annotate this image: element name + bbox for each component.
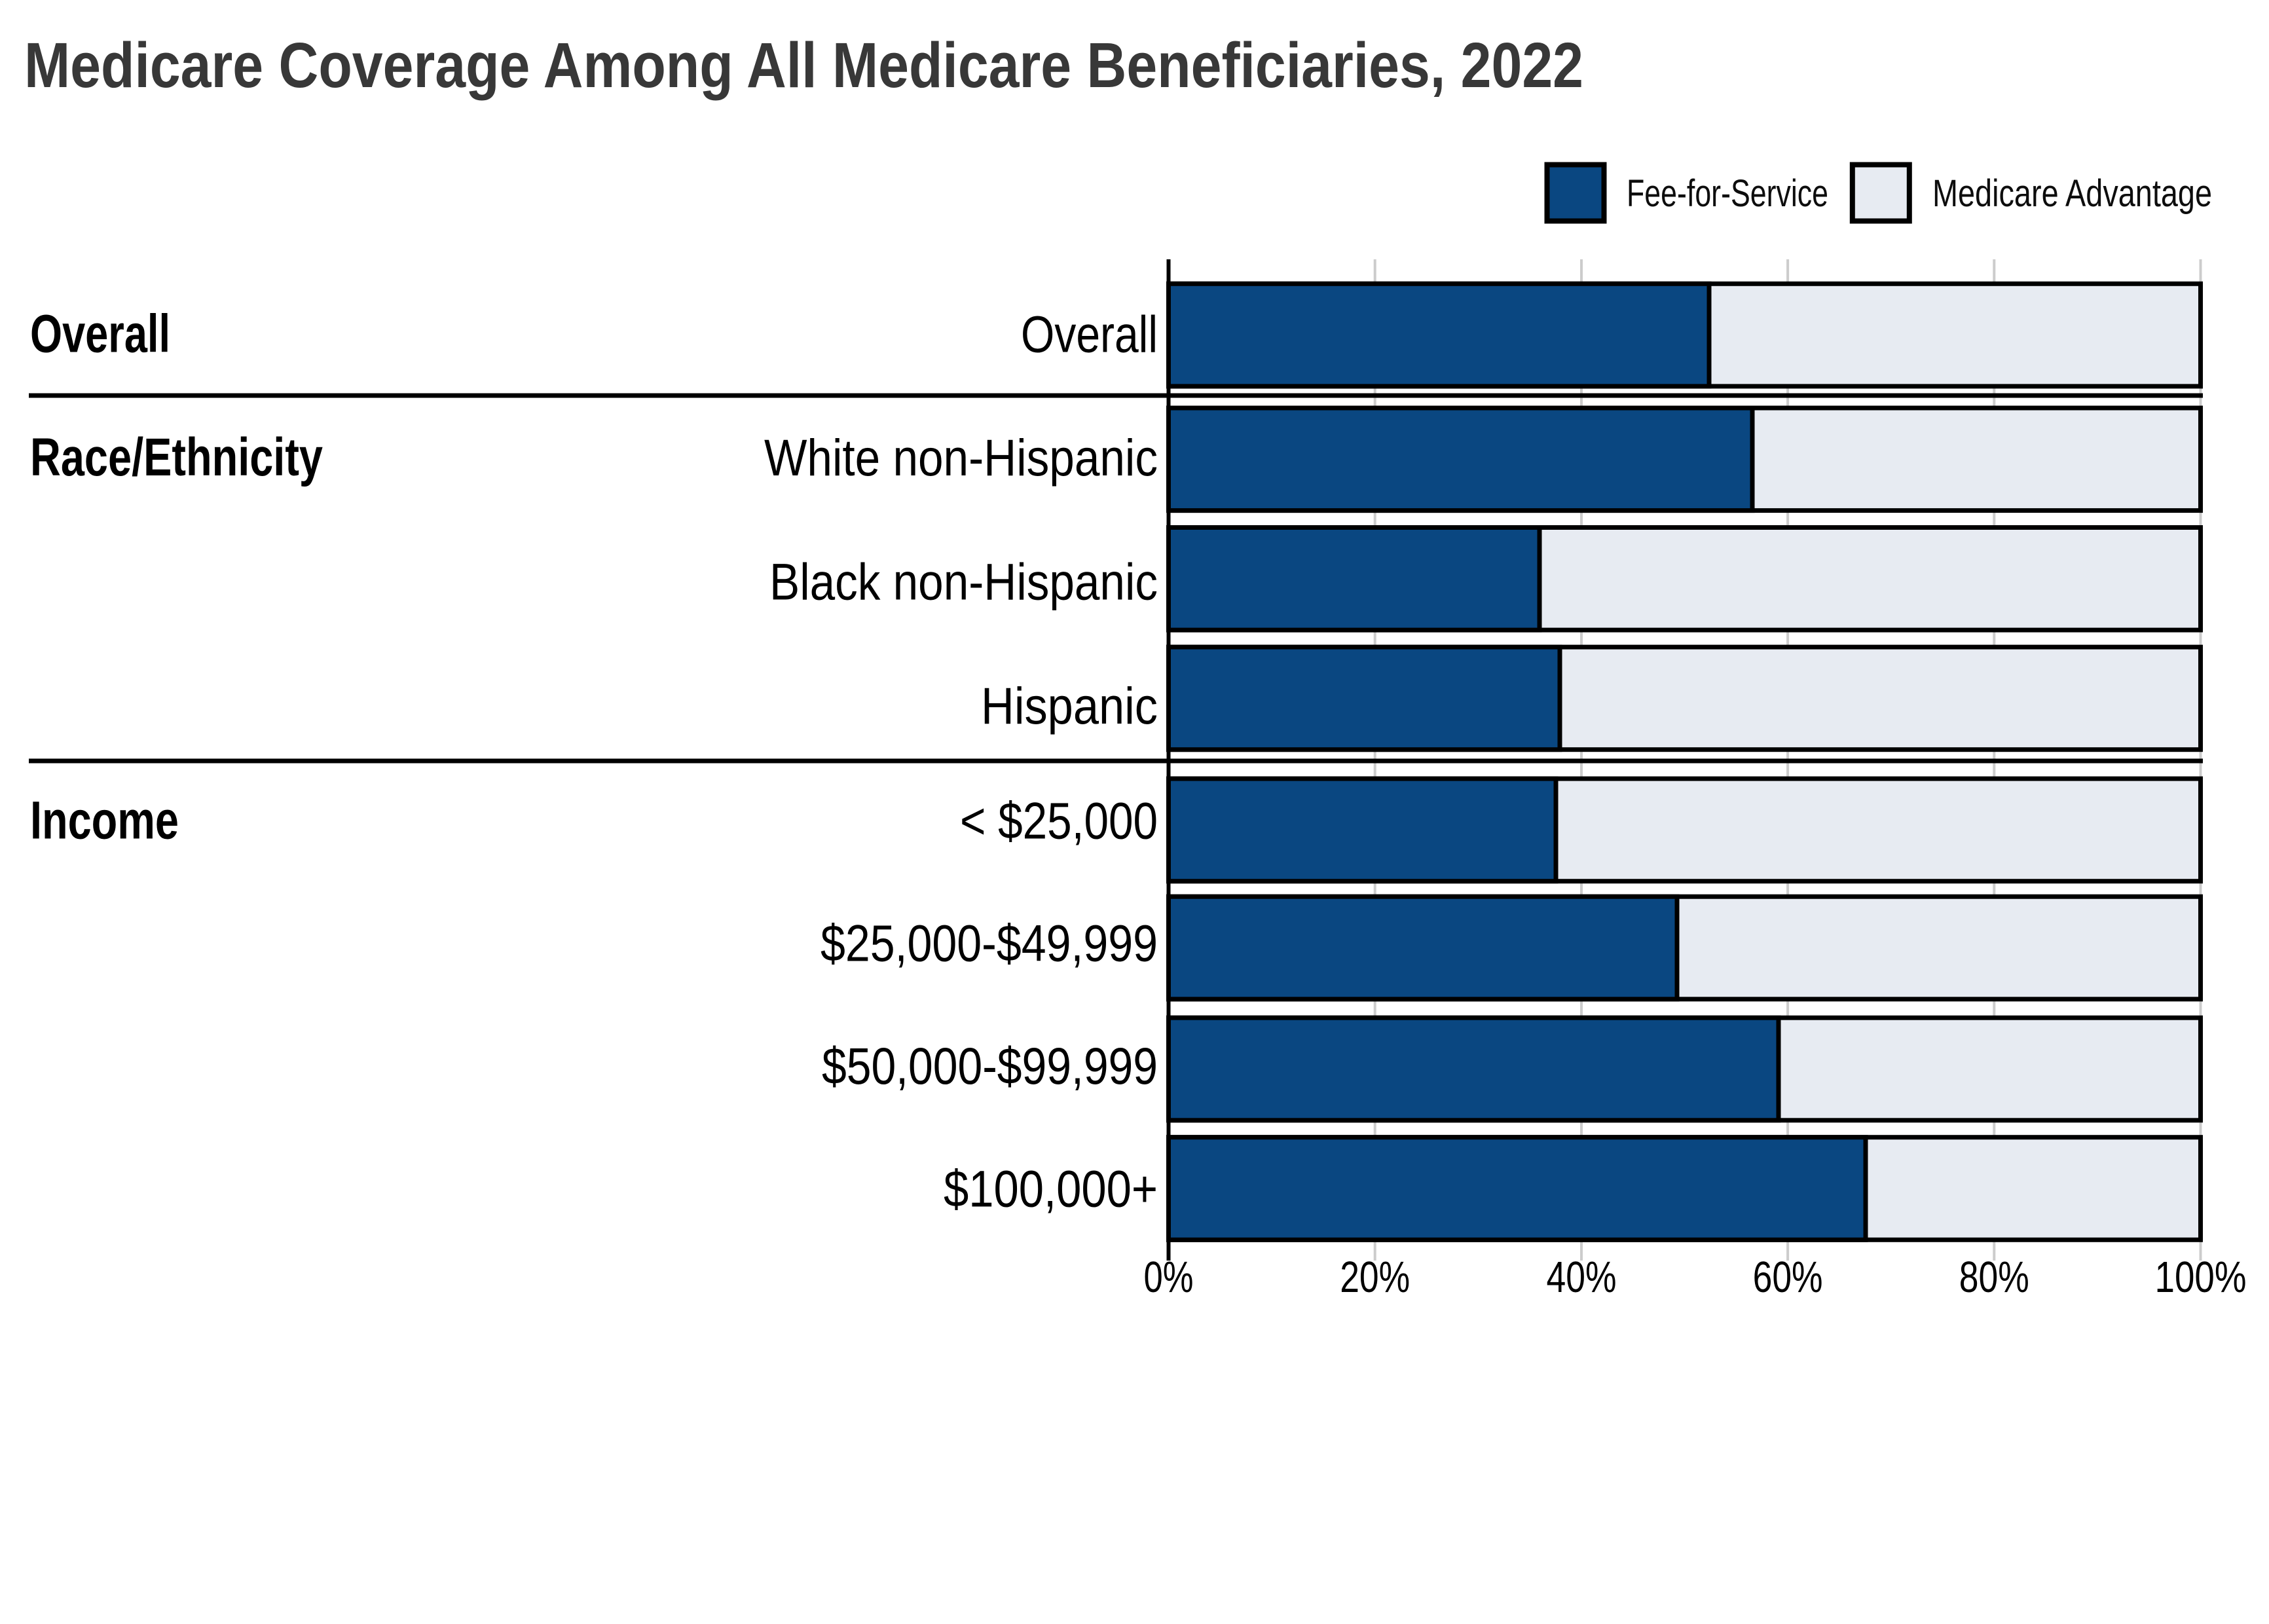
svg-text:60%: 60% (1753, 1253, 1823, 1302)
svg-text:Black non-Hispanic: Black non-Hispanic (769, 553, 1158, 611)
svg-text:Income: Income (30, 791, 179, 851)
svg-text:White non-Hispanic: White non-Hispanic (764, 428, 1158, 487)
svg-text:20%: 20% (1340, 1253, 1410, 1302)
svg-text:Hispanic: Hispanic (981, 676, 1158, 735)
svg-text:Race/Ethnicity: Race/Ethnicity (30, 428, 323, 487)
svg-text:40%: 40% (1547, 1253, 1617, 1302)
svg-text:$25,000-$49,999: $25,000-$49,999 (821, 914, 1158, 972)
svg-text:Overall: Overall (1021, 305, 1158, 363)
svg-text:< $25,000: < $25,000 (960, 792, 1158, 850)
svg-text:Fee-for-Service: Fee-for-Service (1627, 172, 1828, 215)
svg-text:0%: 0% (1144, 1253, 1194, 1302)
svg-text:100%: 100% (2155, 1253, 2247, 1302)
svg-text:Medicare Advantage: Medicare Advantage (1932, 172, 2212, 215)
svg-text:$100,000+: $100,000+ (944, 1160, 1158, 1218)
svg-text:80%: 80% (1959, 1253, 2029, 1302)
svg-text:Medicare Coverage Among All Me: Medicare Coverage Among All Medicare Ben… (24, 29, 1583, 101)
svg-text:Overall: Overall (30, 304, 170, 364)
svg-text:$50,000-$99,999: $50,000-$99,999 (822, 1037, 1158, 1095)
